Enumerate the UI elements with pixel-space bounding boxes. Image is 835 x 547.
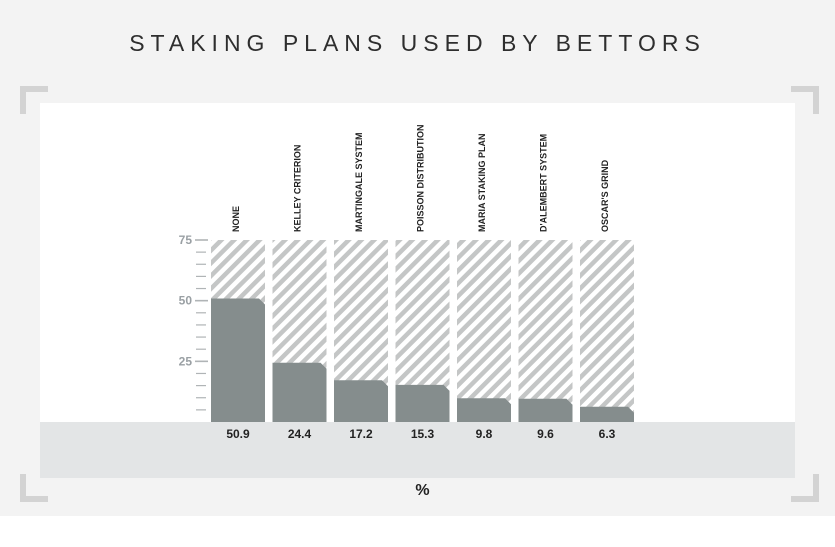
value-label: 24.4	[288, 427, 312, 441]
value-label: 9.8	[476, 427, 493, 441]
category-label: NONE	[231, 206, 241, 232]
bar	[272, 362, 327, 422]
value-label: 50.9	[226, 427, 250, 441]
value-label: 9.6	[537, 427, 554, 441]
bar-background	[580, 240, 634, 422]
corner-bracket-bottom-right	[791, 474, 819, 502]
y-axis: 25 50 75	[179, 233, 208, 411]
value-label: 15.3	[411, 427, 435, 441]
value-label: 17.2	[349, 427, 373, 441]
bar	[211, 298, 265, 422]
bar	[518, 398, 573, 422]
y-tick-label: 50	[179, 294, 193, 308]
corner-bracket-top-right	[791, 86, 819, 114]
chart-title: STAKING PLANS USED BY BETTORS	[129, 30, 706, 56]
bars	[211, 240, 634, 422]
unit-label: %	[415, 482, 430, 499]
category-label: MARTINGALE SYSTEM	[354, 132, 364, 232]
bar	[457, 398, 511, 422]
bar	[395, 384, 450, 422]
labels: NONE 50.9 KELLEY CRITERION 24.4 MARTINGALE S…	[226, 124, 615, 441]
value-label: 6.3	[599, 427, 616, 441]
y-tick-label: 25	[179, 354, 193, 368]
category-label: D'ALEMBERT SYSTEM	[539, 134, 549, 232]
category-label: POISSON DISTRIBUTION	[416, 124, 426, 232]
corner-bracket-bottom-left	[20, 474, 48, 502]
category-label: MARIA STAKING PLAN	[477, 134, 487, 233]
bar-background	[518, 240, 573, 422]
bar	[334, 380, 388, 422]
y-tick-label: 75	[179, 233, 193, 247]
bar	[580, 406, 634, 422]
value-band	[40, 422, 795, 478]
category-label: KELLEY CRITERION	[293, 145, 303, 232]
category-label: OSCAR'S GRIND	[600, 159, 610, 232]
corner-bracket-top-left	[20, 86, 48, 114]
bar-background	[457, 240, 511, 422]
